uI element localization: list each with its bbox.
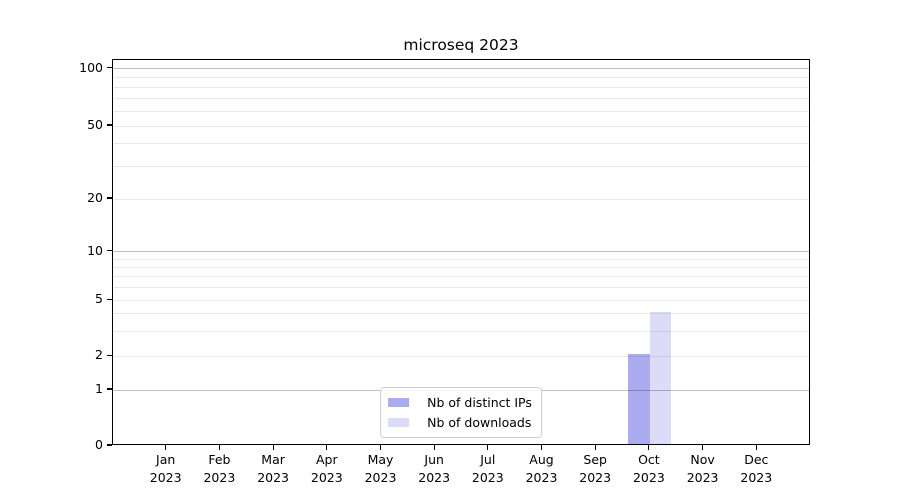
x-tick-year: 2023 <box>149 469 182 485</box>
plot-area: Nb of distinct IPs Nb of downloads <box>112 59 810 445</box>
bar-nb-of-downloads <box>649 311 672 444</box>
x-tick-mark <box>433 445 435 450</box>
legend-swatch <box>388 418 410 427</box>
x-tick-mark <box>755 445 757 450</box>
legend: Nb of distinct IPs Nb of downloads <box>380 387 542 438</box>
y-tick-label: 100 <box>79 59 103 75</box>
x-tick-label: Jun 2023 <box>410 451 458 486</box>
y-tick-mark <box>107 354 112 356</box>
x-tick-mark <box>379 445 382 450</box>
x-tick-month: Jul <box>480 452 496 467</box>
gridline-minor <box>113 86 809 88</box>
legend-row: Nb of distinct IPs <box>388 395 532 410</box>
x-tick-mark <box>272 445 274 450</box>
y-tick-mark <box>107 67 112 69</box>
x-tick-month: Feb <box>208 452 231 467</box>
gridline-minor <box>113 77 809 79</box>
bar-nb-of-distinct-ips <box>628 354 650 444</box>
gridline-minor <box>113 313 809 315</box>
x-tick-year: 2023 <box>525 469 558 485</box>
legend-label: Nb of distinct IPs <box>427 395 532 410</box>
legend-row: Nb of downloads <box>388 415 532 430</box>
gridline-minor <box>113 125 809 127</box>
x-tick-month: Mar <box>261 452 285 467</box>
x-tick-year: 2023 <box>632 469 665 485</box>
x-tick-label: May 2023 <box>357 451 405 486</box>
x-tick-mark <box>702 445 704 450</box>
x-tick-year: 2023 <box>471 469 504 485</box>
gridline-minor <box>113 355 809 357</box>
x-tick-label: Aug 2023 <box>518 451 566 486</box>
gridline-minor <box>113 286 809 288</box>
x-tick-year: 2023 <box>686 469 719 485</box>
x-tick-label: Apr 2023 <box>303 451 351 486</box>
x-tick-label: Oct 2023 <box>625 451 673 486</box>
x-tick-month: Jan <box>156 452 176 467</box>
gridline-minor <box>113 110 809 112</box>
x-tick-mark <box>165 445 167 450</box>
gridline-minor <box>113 330 809 332</box>
x-tick-month: Sep <box>583 452 607 467</box>
x-tick-year: 2023 <box>364 469 397 485</box>
x-tick-label: Jan 2023 <box>142 451 190 486</box>
x-tick-mark <box>648 445 650 450</box>
x-tick-month: Oct <box>638 452 660 467</box>
y-tick-mark <box>107 197 112 199</box>
gridline-minor <box>113 276 809 278</box>
gridline-minor <box>113 143 809 145</box>
x-tick-month: Jun <box>424 452 444 467</box>
x-tick-mark <box>594 445 596 450</box>
x-tick-month: Nov <box>690 452 715 467</box>
x-tick-year: 2023 <box>418 469 451 485</box>
x-tick-mark <box>218 445 220 450</box>
gridline-major <box>113 68 809 70</box>
x-tick-label: Dec 2023 <box>732 451 780 486</box>
gridline-minor <box>113 266 809 268</box>
x-tick-month: Aug <box>529 452 554 467</box>
y-tick-label: 20 <box>87 190 103 205</box>
y-tick-label: 0 <box>95 437 103 452</box>
y-tick-mark <box>107 444 112 446</box>
x-tick-mark <box>540 445 543 450</box>
y-tick-mark <box>107 388 112 390</box>
x-tick-year: 2023 <box>310 469 343 485</box>
gridline-minor <box>113 258 809 260</box>
legend-label: Nb of downloads <box>427 415 532 430</box>
x-tick-year: 2023 <box>579 469 612 485</box>
gridline-minor <box>113 97 809 99</box>
y-tick-label: 2 <box>95 347 103 363</box>
y-tick-label: 5 <box>95 291 103 307</box>
legend-swatch <box>388 398 410 407</box>
chart-title: microseq 2023 <box>403 36 519 54</box>
x-tick-month: May <box>367 452 394 467</box>
x-tick-year: 2023 <box>740 469 773 485</box>
x-tick-label: Sep 2023 <box>571 451 619 486</box>
x-tick-label: Nov 2023 <box>679 451 727 486</box>
y-tick-label: 1 <box>95 381 103 396</box>
gridline-major <box>113 251 809 253</box>
y-tick-mark <box>107 298 112 300</box>
x-tick-label: Mar 2023 <box>249 451 297 486</box>
x-tick-mark <box>487 445 489 450</box>
x-tick-year: 2023 <box>257 469 289 485</box>
y-tick-mark <box>107 124 112 126</box>
y-tick-mark <box>107 250 112 252</box>
x-tick-month: Apr <box>315 452 338 467</box>
x-tick-month: Dec <box>744 452 769 467</box>
y-tick-label: 10 <box>87 242 103 258</box>
x-tick-year: 2023 <box>203 469 236 485</box>
y-tick-label: 50 <box>87 117 103 132</box>
x-tick-label: Jul 2023 <box>464 451 512 486</box>
gridline-minor <box>113 198 809 200</box>
gridline-minor <box>113 166 809 168</box>
gridline-minor <box>113 299 809 301</box>
x-tick-label: Feb 2023 <box>195 451 243 486</box>
x-tick-mark <box>326 445 328 450</box>
